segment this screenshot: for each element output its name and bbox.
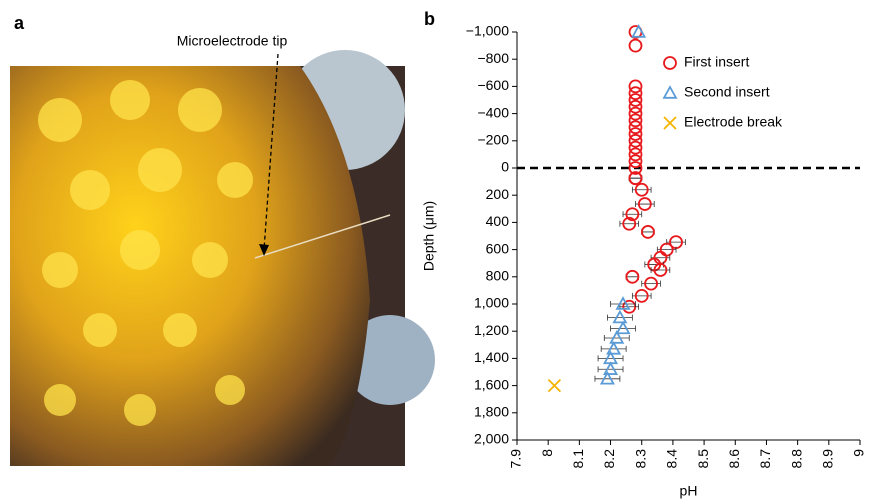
- point: [599, 370, 615, 385]
- point: [628, 93, 643, 107]
- x-tick-label: 8.9: [820, 449, 836, 469]
- annotation: Microelectrode tip: [177, 33, 288, 49]
- error-bar: [628, 175, 643, 182]
- point: [628, 133, 643, 148]
- panel-label: a: [14, 13, 25, 33]
- photo: [10, 50, 435, 466]
- point: [628, 120, 643, 135]
- point: [612, 309, 628, 324]
- y-tick-label: 600: [486, 240, 510, 256]
- x-tick-label: 8.6: [726, 449, 742, 469]
- point: [653, 263, 668, 277]
- annotation-arrow: [263, 53, 279, 251]
- y-tick-label: 400: [486, 213, 510, 229]
- y-tick-label: −1,000: [466, 23, 509, 39]
- point: [628, 79, 643, 94]
- error-bar: [625, 273, 640, 280]
- error-bar: [600, 345, 627, 352]
- point: [628, 127, 643, 141]
- y-tick-label: 1,600: [474, 376, 509, 392]
- point: [628, 106, 643, 121]
- legend-label: First insert: [684, 54, 749, 70]
- point: [634, 288, 649, 303]
- point: [628, 154, 643, 169]
- x-tick-label: 8.2: [601, 449, 617, 469]
- error-bar: [607, 314, 633, 321]
- photo-detail: [345, 315, 435, 405]
- x-tick-label: 8.3: [632, 449, 648, 469]
- point: [637, 197, 652, 211]
- y-tick-label: 1,400: [474, 349, 509, 365]
- x-tick-label: 8.7: [757, 449, 773, 469]
- photo-electrode: [254, 214, 391, 259]
- y-tick-label: −800: [477, 50, 509, 66]
- x-tick-label: 8: [539, 449, 555, 457]
- x-tick-label: 8.5: [695, 449, 711, 469]
- y-axis-label: Depth (μm): [421, 201, 437, 271]
- panel-label: b: [424, 9, 435, 29]
- point: [622, 216, 637, 231]
- error-bar: [597, 366, 624, 373]
- point: [628, 147, 643, 162]
- point: [628, 161, 643, 175]
- point: [615, 296, 631, 310]
- error-bar: [610, 325, 636, 332]
- point: [628, 99, 643, 114]
- annotation-arrowhead: [259, 244, 269, 256]
- y-tick-label: 2,000: [474, 431, 509, 447]
- y-tick-label: −200: [477, 132, 509, 148]
- x-tick-label: 7.9: [508, 449, 524, 469]
- point: [603, 361, 619, 375]
- legend-marker: [662, 85, 678, 99]
- x-tick-label: 8.8: [788, 449, 804, 469]
- point: [644, 276, 658, 291]
- point: [634, 182, 649, 197]
- point: [606, 341, 622, 355]
- error-bar: [641, 228, 655, 235]
- point: [625, 207, 640, 222]
- y-tick-label: 0: [501, 159, 509, 175]
- point: [628, 140, 643, 155]
- point: [628, 38, 643, 53]
- y-tick-label: 200: [486, 186, 510, 202]
- x-tick-label: 9: [851, 449, 867, 457]
- point: [631, 24, 647, 38]
- point: [641, 225, 655, 239]
- point: [625, 269, 640, 284]
- y-tick-label: −600: [477, 77, 509, 93]
- y-tick-label: 1,000: [474, 295, 509, 311]
- error-bar: [597, 355, 624, 362]
- legend-label: Second insert: [684, 84, 770, 100]
- x-tick-label: 8.1: [570, 449, 586, 469]
- photo-polyps: [38, 80, 253, 426]
- point: [628, 86, 643, 101]
- y-tick-label: 1,200: [474, 322, 509, 338]
- legend-label: Electrode break: [684, 114, 783, 130]
- y-tick-label: 800: [486, 268, 510, 284]
- point: [628, 171, 643, 186]
- point: [547, 378, 562, 393]
- point: [615, 320, 631, 335]
- point: [609, 330, 625, 344]
- error-bar: [594, 375, 621, 382]
- legend-marker: [663, 116, 677, 130]
- point: [628, 113, 643, 128]
- error-bar: [603, 335, 630, 341]
- error-bar: [610, 301, 636, 307]
- x-axis-label: pH: [680, 483, 698, 499]
- legend-marker: [663, 56, 677, 70]
- y-tick-label: 1,800: [474, 404, 509, 420]
- photo-coral: [10, 66, 370, 466]
- x-tick-label: 8.4: [664, 449, 680, 469]
- y-tick-label: −400: [477, 104, 509, 120]
